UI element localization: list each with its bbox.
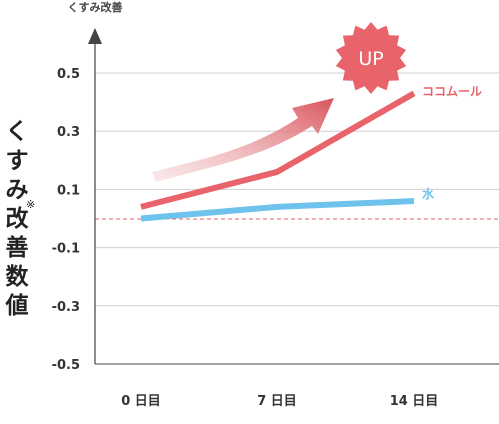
series-label: ココムール	[422, 84, 482, 98]
y-axis-label: く す み 改 善 数 値 ※	[4, 118, 36, 321]
y-tick-labels: 0.5 0.3 0.1 -0.1 -0.3 -0.5	[52, 67, 80, 373]
grid-lines	[95, 72, 499, 365]
series-line	[140, 198, 415, 222]
y-tick-label: -0.5	[52, 358, 80, 373]
up-arrow-icon	[152, 98, 334, 182]
series-label: 水	[422, 186, 435, 201]
x-tick-label: 14 日目	[390, 394, 439, 409]
y-axis-arrow	[88, 28, 102, 44]
badge-star-icon	[335, 22, 407, 94]
y-tick-label: 0.5	[57, 67, 80, 82]
badge-label: UP	[358, 48, 383, 70]
y-axis-label-mark: ※	[26, 198, 36, 211]
y-tick-label: -0.1	[52, 242, 80, 257]
y-axis-label-char: 善	[5, 235, 29, 261]
y-axis-label-char: 数	[5, 264, 29, 290]
y-axis-label-char: く	[5, 119, 29, 145]
y-tick-label: -0.3	[52, 300, 80, 315]
y-axis-label-char: 値	[5, 293, 29, 319]
y-axis-label-char: み	[5, 177, 29, 203]
x-tick-label: 0 日目	[121, 394, 161, 409]
y-tick-label: 0.3	[57, 125, 80, 140]
y-axis-label-char: 改	[5, 206, 29, 232]
x-tick-label: 7 日目	[257, 394, 297, 409]
x-tick-labels: 0 日目 7 日目 14 日目	[121, 394, 438, 409]
up-badge: UP	[335, 22, 407, 94]
y-tick-label: 0.1	[57, 183, 80, 198]
y-axis-top-label: くすみ改善	[68, 0, 123, 14]
y-axis-label-char: す	[5, 148, 29, 174]
